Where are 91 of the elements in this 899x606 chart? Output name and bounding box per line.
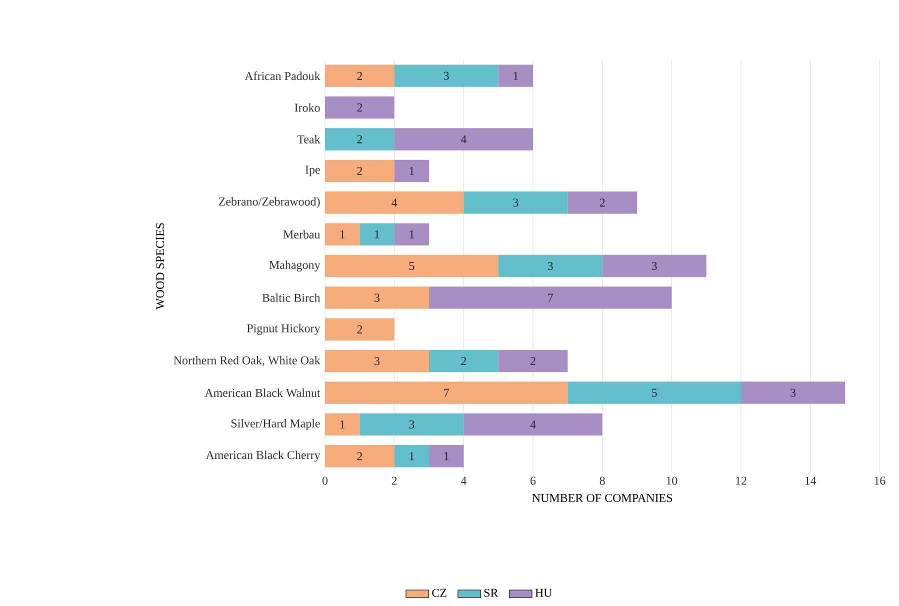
x-tick-label: 6 <box>530 476 536 485</box>
bar <box>325 128 394 150</box>
x-tick-label: 2 <box>392 476 397 485</box>
y-tick-label: American Black Walnut <box>204 388 320 398</box>
bar <box>464 192 568 214</box>
bar <box>325 64 394 87</box>
bar <box>325 382 568 404</box>
data-label: 5 <box>409 262 414 270</box>
data-label: 2 <box>530 357 536 366</box>
data-label: 2 <box>461 357 466 366</box>
bar <box>394 128 533 150</box>
data-label: 4 <box>460 135 466 144</box>
data-label: 2 <box>357 166 362 175</box>
x-tick-label: 8 <box>600 476 605 485</box>
data-label: 3 <box>444 72 449 80</box>
bar <box>741 382 845 404</box>
bar <box>325 318 394 340</box>
data-label: 3 <box>374 294 380 302</box>
data-label: 2 <box>357 325 362 334</box>
y-tick-label: Ipe <box>305 166 320 176</box>
data-label: 3 <box>548 262 553 270</box>
x-tick-label: 4 <box>460 476 466 485</box>
x-tick-label: 12 <box>736 476 746 485</box>
data-label: 2 <box>357 104 362 112</box>
data-label: 1 <box>375 230 380 238</box>
legend-label: HU <box>535 588 552 597</box>
bar <box>325 445 394 468</box>
bar <box>498 254 602 278</box>
bar <box>360 413 464 436</box>
data-label: 1 <box>410 230 414 238</box>
bar <box>325 96 394 119</box>
bar <box>360 223 394 246</box>
data-label: 3 <box>652 262 657 270</box>
bar <box>602 254 706 278</box>
y-tick-label: African Padouk <box>244 72 320 80</box>
bar <box>325 350 430 372</box>
bar <box>429 445 464 468</box>
y-tick-label: American Black Cherry <box>206 450 320 462</box>
data-label: 1 <box>410 166 414 175</box>
x-tick-label: 14 <box>805 476 816 485</box>
bar <box>325 160 394 182</box>
bar <box>325 254 498 278</box>
bar <box>325 223 360 246</box>
bar <box>325 286 430 309</box>
bar <box>394 445 430 468</box>
y-tick-label: Silver/Hard Maple <box>231 419 320 430</box>
data-label: 1 <box>340 230 345 238</box>
y-tick-label: Mahagony <box>269 260 320 272</box>
data-label: 2 <box>357 135 362 144</box>
bar <box>568 382 741 404</box>
x-tick-label: 16 <box>874 476 886 485</box>
data-label: 5 <box>652 388 657 397</box>
data-label: 7 <box>548 294 553 302</box>
data-label: 3 <box>513 198 518 207</box>
data-label: 3 <box>790 388 796 397</box>
y-tick-label: Iroko <box>294 103 320 112</box>
x-tick-label: 10 <box>666 476 678 485</box>
data-label: 3 <box>374 357 380 366</box>
data-label: 1 <box>410 452 414 460</box>
data-label: 2 <box>600 198 605 207</box>
bar <box>394 64 498 87</box>
y-tick-label: Teak <box>297 135 320 144</box>
data-label: 4 <box>530 420 536 428</box>
x-axis-title: NUMBER OF COMPANIES <box>532 494 672 502</box>
bar <box>325 192 464 214</box>
bar <box>325 413 360 436</box>
bar <box>429 350 498 372</box>
y-tick-label: Northern Red Oak, White Oak <box>174 356 320 366</box>
y-axis-title: WOOD SPECIES <box>156 223 164 310</box>
bar <box>394 160 430 182</box>
bar <box>429 286 672 309</box>
bar <box>568 192 637 214</box>
data-label: 1 <box>340 420 345 428</box>
data-label: 1 <box>444 452 449 460</box>
data-label: 3 <box>409 420 414 428</box>
y-tick-label: Pignut Hickory <box>246 324 320 335</box>
data-label: 2 <box>357 452 362 460</box>
data-label: 2 <box>357 72 362 80</box>
bar <box>498 64 533 87</box>
data-label: 4 <box>392 198 398 207</box>
bar <box>464 413 602 436</box>
bar <box>498 350 568 372</box>
y-tick-label: Baltic Birch <box>262 293 320 302</box>
bar <box>394 223 430 246</box>
data-label: 7 <box>444 388 449 397</box>
y-tick-label: Zebrano/Zebrawood) <box>218 197 320 208</box>
x-tick-label: 0 <box>322 476 328 485</box>
data-label: 1 <box>514 72 518 80</box>
y-tick-label: Merbau <box>283 230 320 239</box>
legend-label: SR <box>484 588 498 597</box>
legend-label: CZ <box>432 588 446 597</box>
